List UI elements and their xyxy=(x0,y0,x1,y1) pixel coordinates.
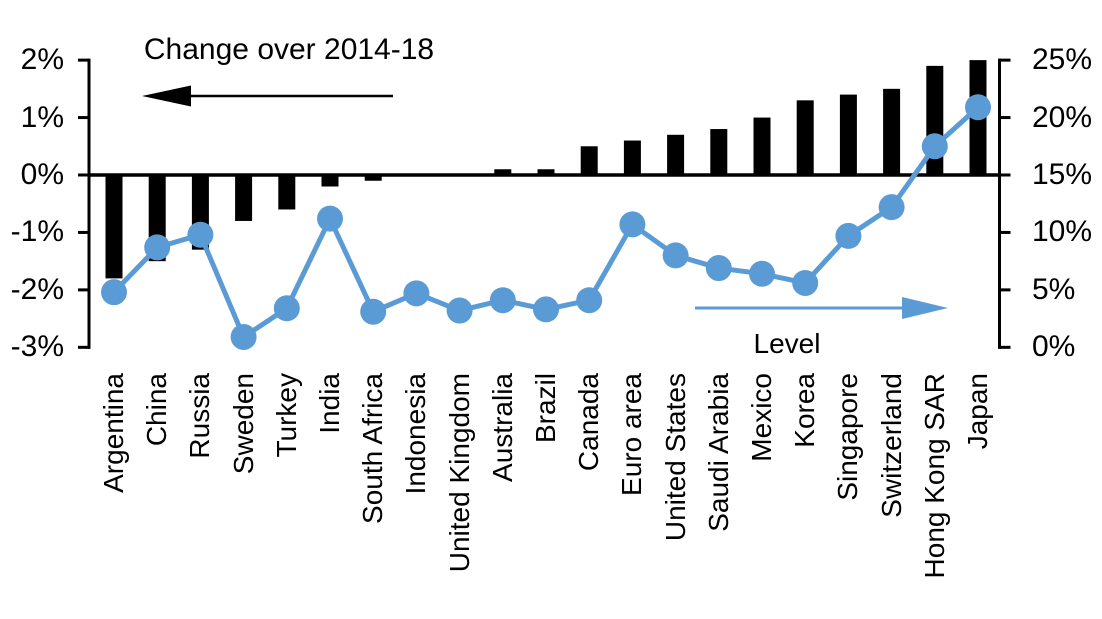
bar-australia xyxy=(494,169,512,175)
bar-turkey xyxy=(278,175,296,210)
category-label-india: India xyxy=(314,373,345,434)
category-label-canada: Canada xyxy=(573,373,605,472)
bar-canada xyxy=(580,146,598,175)
category-label-united-states: United States xyxy=(659,373,691,542)
bar-mexico xyxy=(753,117,771,175)
marker-japan xyxy=(965,94,991,121)
marker-sweden xyxy=(230,323,257,350)
category-label-switzerland: Switzerland xyxy=(875,373,907,518)
right-axis-tick-label: 5% xyxy=(1032,272,1076,306)
marker-saudi-arabia xyxy=(705,255,732,282)
category-label-turkey: Turkey xyxy=(270,373,302,458)
level-annotation-label: Level xyxy=(753,328,821,359)
category-label-sweden: Sweden xyxy=(227,373,259,475)
left-axis-tick-label: -2% xyxy=(10,272,64,306)
left-axis-tick-label: -3% xyxy=(10,330,64,364)
marker-canada xyxy=(576,287,603,314)
category-label-australia: Australia xyxy=(486,373,518,482)
marker-united-kingdom xyxy=(446,297,473,324)
bar-euro-area xyxy=(623,140,641,175)
category-label-saudi-arabia: Saudi Arabia xyxy=(702,373,734,532)
marker-china xyxy=(144,234,171,261)
bar-korea xyxy=(796,100,814,175)
right-axis-tick-label: 15% xyxy=(1032,158,1093,191)
marker-singapore xyxy=(835,222,862,249)
category-label-indonesia: Indonesia xyxy=(400,373,432,495)
category-label-brazil: Brazil xyxy=(530,373,561,444)
marker-indonesia xyxy=(403,280,430,307)
marker-australia xyxy=(489,287,516,314)
category-label-south-africa: South Africa xyxy=(357,373,389,524)
right-axis-tick-label: 0% xyxy=(1032,330,1076,364)
right-axis-tick-label: 10% xyxy=(1032,215,1093,249)
level-arrow-right-head xyxy=(902,297,948,319)
bar-saudi-arabia xyxy=(710,129,728,175)
category-label-singapore: Singapore xyxy=(832,373,864,501)
marker-argentina xyxy=(101,279,127,306)
category-label-hong-kong-sar: Hong Kong SAR xyxy=(918,373,950,579)
marker-korea xyxy=(792,269,819,296)
marker-turkey xyxy=(273,295,300,322)
marker-euro-area xyxy=(619,211,646,238)
marker-russia xyxy=(187,221,214,248)
bar-united-states xyxy=(667,134,685,175)
category-label-euro-area: Euro area xyxy=(616,373,648,496)
category-label-china: China xyxy=(141,373,173,447)
bar-singapore xyxy=(839,94,857,175)
category-label-united-kingdom: United Kingdom xyxy=(443,373,475,573)
left-axis-tick-label: -1% xyxy=(10,215,64,249)
bar-argentina xyxy=(105,175,123,279)
right-axis-tick-label: 25% xyxy=(1032,43,1093,77)
change-arrow-left-head xyxy=(142,85,191,107)
bar-india xyxy=(321,175,339,187)
left-axis-tick-label: 0% xyxy=(20,158,64,191)
marker-mexico xyxy=(749,260,775,287)
right-axis-tick-label: 20% xyxy=(1032,100,1093,134)
marker-hong-kong-sar xyxy=(921,133,948,160)
change-annotation-label: Change over 2014-18 xyxy=(143,33,435,66)
category-label-korea: Korea xyxy=(789,373,821,448)
bar-sweden xyxy=(235,175,253,221)
category-label-russia: Russia xyxy=(184,373,216,459)
marker-united-states xyxy=(662,242,689,269)
category-label-japan: Japan xyxy=(962,373,993,450)
marker-india xyxy=(317,205,343,232)
category-label-mexico: Mexico xyxy=(746,373,777,462)
bar-switzerland xyxy=(883,88,901,175)
marker-brazil xyxy=(533,296,559,323)
left-axis-tick-label: 1% xyxy=(20,100,64,134)
category-label-argentina: Argentina xyxy=(98,373,129,493)
marker-south-africa xyxy=(360,298,387,325)
bar-south-africa xyxy=(364,175,382,181)
left-axis-tick-label: 2% xyxy=(20,43,64,77)
marker-switzerland xyxy=(878,194,905,221)
bar-brazil xyxy=(537,169,555,175)
